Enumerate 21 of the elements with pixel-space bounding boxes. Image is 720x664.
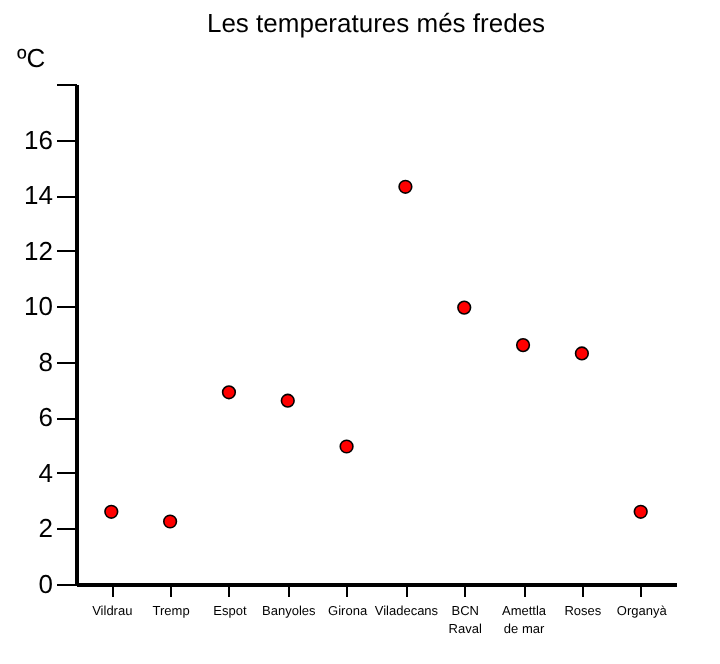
y-tick-label: 14: [24, 180, 53, 211]
y-axis-title: ºC: [17, 43, 46, 73]
point: [221, 385, 237, 400]
y-tick-label: 0: [38, 569, 53, 599]
point: [515, 338, 531, 353]
y-tick-label: 4: [38, 457, 53, 488]
y-tick-label: 10: [24, 291, 53, 322]
point: [398, 179, 413, 194]
y-tick-label: 2: [38, 513, 53, 544]
y-tick-label: 6: [38, 402, 53, 433]
point: [633, 504, 648, 519]
y-tick-label: 8: [38, 346, 53, 377]
point: [457, 300, 472, 315]
y-tick-label: 12: [24, 235, 53, 266]
point: [574, 346, 590, 361]
point: [162, 514, 178, 529]
y-tick-label: 16: [24, 124, 53, 155]
point: [280, 393, 295, 408]
chart-title: Les temperatures més fredes: [206, 8, 547, 38]
point: [339, 439, 354, 454]
point: [104, 504, 119, 519]
